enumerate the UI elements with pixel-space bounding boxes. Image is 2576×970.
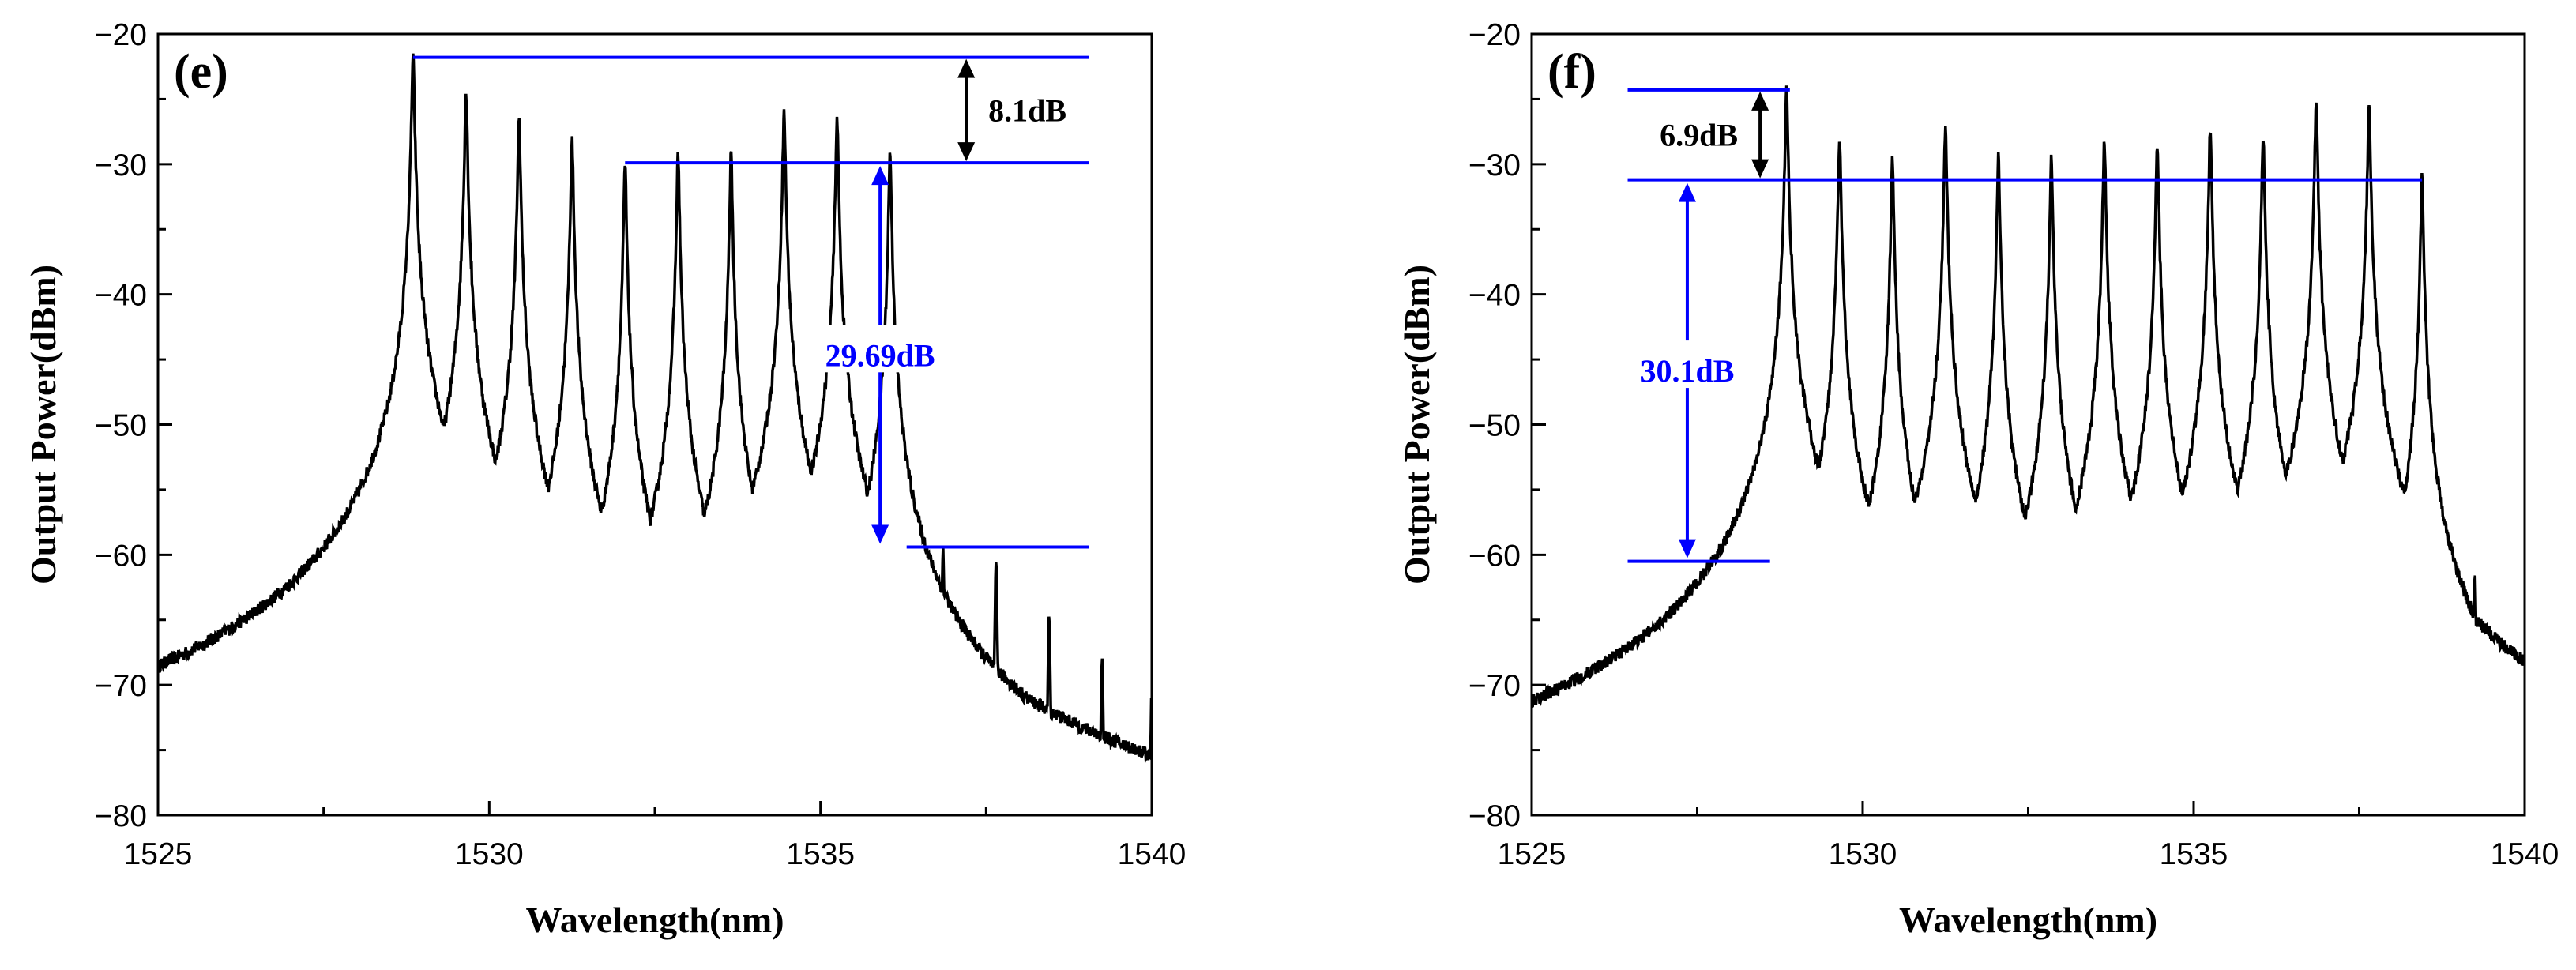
x-tick-label: 1530 [1829, 837, 1897, 871]
x-tick-label: 1525 [1498, 837, 1566, 871]
y-tick-label: −20 [1469, 18, 1521, 52]
y-tick-label: −50 [1469, 409, 1521, 443]
spectrum-trace [158, 53, 1152, 765]
y-tick-label: −70 [95, 669, 147, 703]
big-arrow-head-down [1678, 539, 1696, 558]
big-diff-label-bg [1614, 340, 1760, 389]
x-tick-label: 1530 [455, 837, 524, 871]
y-tick-label: −40 [95, 279, 147, 313]
y-tick-label: −30 [1469, 149, 1521, 182]
big-diff-label: 30.1dB [1640, 353, 1734, 389]
x-axis-title: Wavelength(nm) [525, 900, 784, 940]
x-tick-label: 1540 [2491, 837, 2559, 871]
y-tick-label: −30 [95, 149, 147, 182]
spectrum-trace [1532, 85, 2525, 709]
chart-panel-e: −80 −70 −60 −50 −40 −30 −20 1525 1530 1535 1540 Wav… [23, 18, 1186, 940]
big-diff-label: 29.69dB [825, 337, 935, 373]
y-axis-title: Output Power(dBm) [1397, 265, 1437, 585]
plot-frame [156, 32, 1153, 817]
x-tick-label: 1540 [1118, 837, 1186, 871]
top-diff-label: 6.9dB [1660, 118, 1738, 153]
y-tick-label: −20 [95, 18, 147, 52]
small-arrow-head-down [957, 142, 976, 162]
y-tick-label: −60 [95, 539, 147, 573]
y-tick-label: −40 [1469, 279, 1521, 313]
x-tick-label: 1535 [2160, 837, 2228, 871]
small-arrow-head-up [1751, 91, 1769, 111]
big-arrow-head-down [871, 524, 889, 544]
x-tick-label: 1525 [124, 837, 193, 871]
panel-label: (e) [174, 45, 228, 99]
y-tick-label: −80 [95, 799, 147, 833]
y-tick-label: −80 [1469, 799, 1521, 833]
chart-panel-f: −80 −70 −60 −50 −40 −30 −20 1525 1530 1535 1540 Wav… [1397, 18, 2559, 940]
big-arrow-head-up [871, 166, 889, 186]
small-arrow-head-up [957, 58, 976, 78]
y-tick-label: −70 [1469, 669, 1521, 703]
y-tick-label: −50 [95, 409, 147, 443]
small-arrow-head-down [1751, 159, 1769, 179]
x-tick-label: 1535 [786, 837, 855, 871]
top-diff-label: 8.1dB [988, 92, 1066, 128]
x-axis-title: Wavelength(nm) [1899, 900, 2157, 940]
big-diff-label-bg [797, 325, 964, 373]
panel-label: (f) [1547, 45, 1596, 99]
y-tick-label: −60 [1469, 539, 1521, 573]
y-axis-title: Output Power(dBm) [23, 265, 63, 585]
big-arrow-head-up [1678, 182, 1696, 202]
